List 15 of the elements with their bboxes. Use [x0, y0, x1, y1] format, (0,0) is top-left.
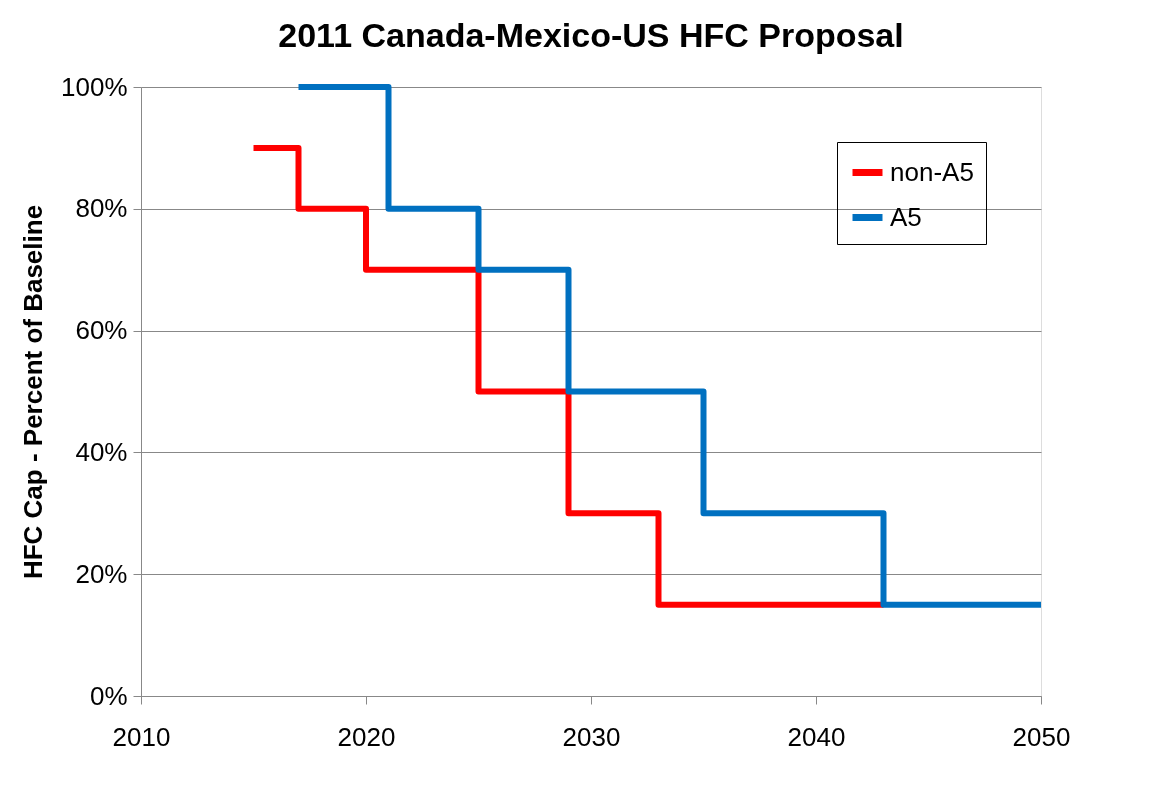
y-tick-label: 60%	[75, 315, 128, 346]
y-tick-label: 80%	[75, 193, 128, 224]
x-tick-label: 2040	[787, 721, 846, 752]
x-tick-label: 2020	[337, 721, 396, 752]
y-tick-label: 100%	[61, 71, 128, 102]
y-tick-label: 20%	[75, 558, 128, 589]
x-tick-label: 2050	[1012, 721, 1071, 752]
y-tick-label: 40%	[75, 436, 128, 467]
legend-label: A5	[890, 201, 922, 232]
x-tick-label: 2030	[562, 721, 621, 752]
y-tick-label: 0%	[89, 680, 128, 711]
y-axis-title: HFC Cap - Percent of Baseline	[18, 204, 48, 580]
x-tick-label: 2010	[112, 721, 171, 752]
legend-label: non-A5	[890, 156, 974, 187]
chart-title: 2011 Canada-Mexico-US HFC Proposal	[278, 16, 904, 54]
